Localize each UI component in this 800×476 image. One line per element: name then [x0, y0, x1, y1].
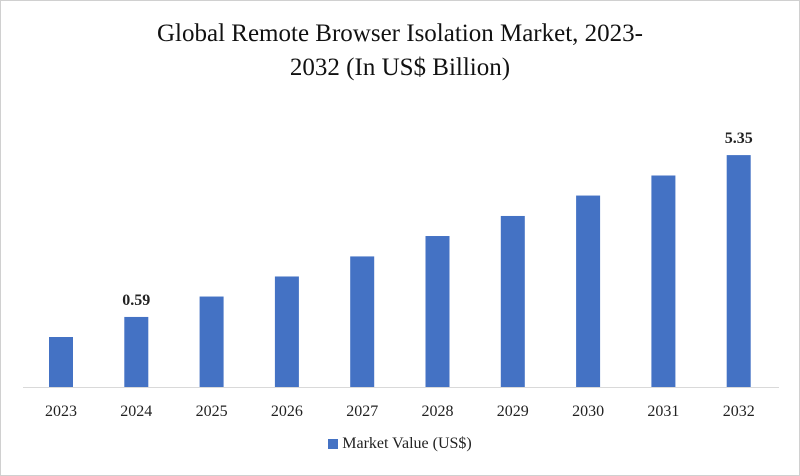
chart-title-line-1: Global Remote Browser Isolation Market, … [156, 20, 643, 47]
legend-label: Market Value (US$) [342, 435, 472, 452]
bar-2024 [124, 316, 149, 387]
bar-2028 [425, 236, 450, 387]
legend-swatch [328, 439, 339, 450]
chart-title-line-2: 2032 (In US$ Billion) [289, 54, 511, 81]
x-tick-label: 2031 [647, 403, 679, 420]
data-label-2024: 0.59 [122, 292, 150, 309]
x-tick-label: 2029 [497, 403, 529, 420]
bar-2031 [651, 175, 676, 387]
x-tick-label: 2026 [271, 403, 303, 420]
x-tick-label: 2032 [723, 403, 755, 420]
legend: Market Value (US$) [1, 435, 799, 453]
bar-2032 [726, 155, 751, 387]
bar-2029 [500, 215, 525, 387]
x-tick-label: 2028 [422, 403, 454, 420]
bar-2023 [49, 337, 73, 387]
x-tick-label: 2030 [572, 403, 604, 420]
bar-2025 [199, 296, 224, 387]
x-tick-label: 2024 [120, 403, 152, 420]
chart-title: Global Remote Browser Isolation Market, … [1, 17, 799, 85]
data-label-2032: 5.35 [725, 130, 753, 147]
bar-2030 [576, 195, 601, 387]
bar-2027 [350, 256, 375, 387]
x-tick-label: 2027 [346, 403, 378, 420]
bar-2026 [274, 276, 299, 387]
x-tick-label: 2025 [196, 403, 228, 420]
x-tick-label: 2023 [45, 403, 77, 420]
